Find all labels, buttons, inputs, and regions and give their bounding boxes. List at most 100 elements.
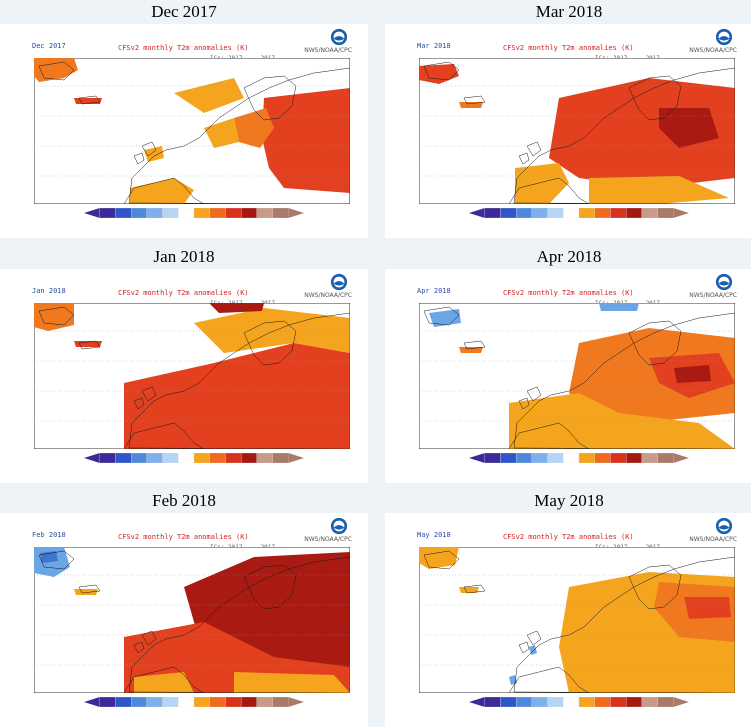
colorbar-legend [469,697,689,707]
colorbar-swatch [594,453,611,463]
coastline [38,550,75,570]
map-card: Apr 2018 CFSv2 monthly T2m anomalies (K)… [385,269,751,483]
anomaly-region [549,78,735,188]
anomaly-region [234,672,350,693]
colorbar-arrow-left [469,208,485,218]
coastline [513,67,735,204]
colorbar-swatch [531,697,548,707]
colorbar-swatch [563,697,580,707]
colorbar-arrow-left [84,697,100,707]
colorbar-swatch [162,697,179,707]
panel-title: Mar 2018 [535,2,603,21]
anomaly-region [74,341,102,347]
coastline [243,320,297,366]
coastline [508,177,590,204]
colorbar-legend [84,697,304,707]
colorbar-swatch [625,453,643,463]
anomaly-region [40,551,58,563]
map-card: Jan 2018 CFSv2 monthly T2m anomalies (K)… [0,269,368,483]
temperature-anomaly-map [34,547,350,693]
coastline [513,312,735,449]
map-month-label: Mar 2018 [417,42,451,50]
panel-title: May 2018 [534,491,604,510]
colorbar-swatch [547,697,564,707]
coastline [463,340,486,350]
anomaly-region [659,108,719,148]
temperature-anomaly-map [419,58,735,204]
colorbar-swatch [272,453,289,463]
colorbar-arrow-right [673,453,689,463]
coastline [141,386,157,402]
colorbar-swatch [272,697,289,707]
colorbar-arrow-right [673,697,689,707]
colorbar-swatch [563,453,580,463]
colorbar-swatch [610,697,627,707]
coastline [133,152,145,165]
coastline [128,556,350,693]
colorbar-legend [84,453,304,463]
colorbar-swatch [657,208,674,218]
colorbar-swatch [641,697,658,707]
colorbar-swatch [146,453,163,463]
coastline [513,556,735,693]
map-month-label: Apr 2018 [417,287,451,295]
colorbar-swatch [240,208,258,218]
anomaly-region [459,347,483,353]
colorbar-swatch [209,697,226,707]
colorbar-swatch [130,208,148,218]
coastline [133,397,145,410]
noaa-logo-icon [715,517,733,535]
colorbar-swatch [610,208,627,218]
colorbar-swatch [641,208,658,218]
coastline [128,312,350,449]
map-card: May 2018 CFSv2 monthly T2m anomalies (K)… [385,513,751,727]
colorbar-swatch [115,208,132,218]
colorbar-swatch [256,453,273,463]
map-month-label: Feb 2018 [32,531,66,539]
anomaly-region [130,178,194,204]
colorbar-swatch [193,453,210,463]
colorbar-swatch [178,697,195,707]
colorbar-swatch [515,453,533,463]
colorbar-swatch [578,453,595,463]
colorbar-swatch [178,208,195,218]
colorbar-swatch [657,697,674,707]
colorbar-legend [469,208,689,218]
colorbar-legend [84,208,304,218]
coastline [141,141,157,157]
coastline [628,564,682,610]
panel-title: Dec 2017 [151,2,217,21]
colorbar-swatch [500,697,517,707]
colorbar-arrow-left [84,208,100,218]
colorbar-arrow-right [288,453,304,463]
panel-title: Feb 2018 [152,491,216,510]
colorbar-swatch [193,697,210,707]
colorbar-swatch [256,208,273,218]
anomaly-region [204,118,239,148]
colorbar-swatch [641,453,658,463]
anomaly-region [569,328,735,421]
anomaly-region [262,88,350,193]
colorbar-swatch [99,453,116,463]
colorbar-swatch [115,453,132,463]
colorbar-swatch [162,453,179,463]
coastline [123,422,205,449]
map-caption: CFSv2 monthly T2m anomalies (K) [503,289,634,297]
anomaly-region [459,102,483,108]
colorbar-swatch [578,697,595,707]
anomaly-region [209,303,264,313]
colorbar-arrow-right [673,208,689,218]
anomaly-region [684,597,731,619]
anomaly-region [515,163,569,204]
coastline [423,61,460,81]
noaa-logo-icon [330,28,348,46]
coastline [423,550,460,570]
temperature-anomaly-map [419,303,735,449]
coastline [526,386,542,402]
noaa-logo-icon [330,273,348,291]
colorbar-swatch [610,453,627,463]
coastline [123,177,205,204]
noaa-logo-icon [330,517,348,535]
map-month-label: Jan 2018 [32,287,66,295]
anomaly-region [234,108,274,148]
